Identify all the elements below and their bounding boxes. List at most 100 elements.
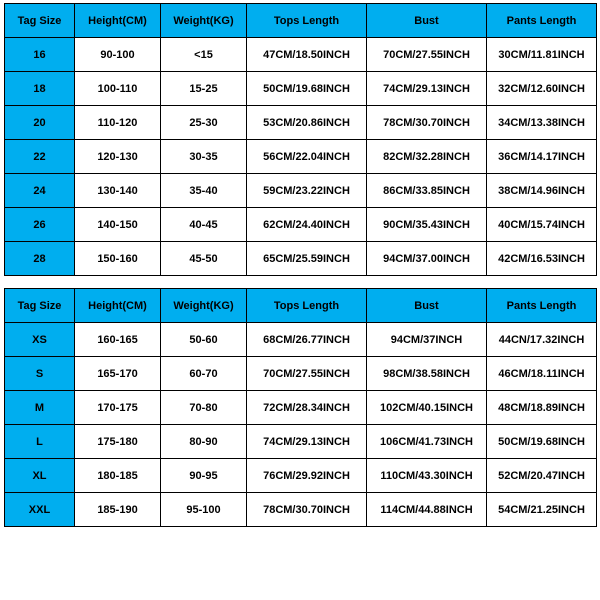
cell-tag-size: 18 xyxy=(5,72,75,106)
table-kids: Tag Size Height(CM) Weight(KG) Tops Leng… xyxy=(4,3,597,276)
cell-value: 98CM/38.58INCH xyxy=(367,357,487,391)
col-pants-length: Pants Length xyxy=(487,4,597,38)
col-pants-length: Pants Length xyxy=(487,289,597,323)
cell-value: 72CM/28.34INCH xyxy=(247,391,367,425)
cell-value: 15-25 xyxy=(161,72,247,106)
cell-value: 90-95 xyxy=(161,459,247,493)
cell-value: 70CM/27.55INCH xyxy=(247,357,367,391)
cell-value: 82CM/32.28INCH xyxy=(367,140,487,174)
cell-tag-size: 16 xyxy=(5,38,75,72)
cell-value: 30CM/11.81INCH xyxy=(487,38,597,72)
cell-value: 86CM/33.85INCH xyxy=(367,174,487,208)
cell-value: 130-140 xyxy=(75,174,161,208)
cell-value: 150-160 xyxy=(75,242,161,276)
cell-value: 78CM/30.70INCH xyxy=(247,493,367,527)
table-row: 28150-16045-5065CM/25.59INCH94CM/37.00IN… xyxy=(5,242,597,276)
cell-value: 52CM/20.47INCH xyxy=(487,459,597,493)
cell-tag-size: M xyxy=(5,391,75,425)
table-row: M170-17570-8072CM/28.34INCH102CM/40.15IN… xyxy=(5,391,597,425)
col-bust: Bust xyxy=(367,289,487,323)
cell-value: 102CM/40.15INCH xyxy=(367,391,487,425)
cell-value: 40-45 xyxy=(161,208,247,242)
cell-tag-size: S xyxy=(5,357,75,391)
cell-tag-size: XS xyxy=(5,323,75,357)
cell-value: 110CM/43.30INCH xyxy=(367,459,487,493)
cell-value: 40CM/15.74INCH xyxy=(487,208,597,242)
col-tag-size: Tag Size xyxy=(5,289,75,323)
cell-value: 50CM/19.68INCH xyxy=(487,425,597,459)
cell-value: 180-185 xyxy=(75,459,161,493)
table-row: XL180-18590-9576CM/29.92INCH110CM/43.30I… xyxy=(5,459,597,493)
cell-value: 185-190 xyxy=(75,493,161,527)
cell-value: 100-110 xyxy=(75,72,161,106)
cell-value: 45-50 xyxy=(161,242,247,276)
cell-value: 90CM/35.43INCH xyxy=(367,208,487,242)
size-table-kids: Tag Size Height(CM) Weight(KG) Tops Leng… xyxy=(4,3,596,276)
table-row: 22120-13030-3556CM/22.04INCH82CM/32.28IN… xyxy=(5,140,597,174)
col-tag-size: Tag Size xyxy=(5,4,75,38)
cell-value: 68CM/26.77INCH xyxy=(247,323,367,357)
cell-value: 90-100 xyxy=(75,38,161,72)
cell-value: 74CM/29.13INCH xyxy=(247,425,367,459)
cell-value: 120-130 xyxy=(75,140,161,174)
col-weight: Weight(KG) xyxy=(161,4,247,38)
table-header-row: Tag Size Height(CM) Weight(KG) Tops Leng… xyxy=(5,4,597,38)
table-row: 1690-100<1547CM/18.50INCH70CM/27.55INCH3… xyxy=(5,38,597,72)
cell-value: 76CM/29.92INCH xyxy=(247,459,367,493)
table-adult: Tag Size Height(CM) Weight(KG) Tops Leng… xyxy=(4,288,597,527)
cell-value: 62CM/24.40INCH xyxy=(247,208,367,242)
cell-value: 106CM/41.73INCH xyxy=(367,425,487,459)
cell-value: 140-150 xyxy=(75,208,161,242)
cell-value: 34CM/13.38INCH xyxy=(487,106,597,140)
cell-tag-size: 26 xyxy=(5,208,75,242)
cell-value: 114CM/44.88INCH xyxy=(367,493,487,527)
cell-value: 160-165 xyxy=(75,323,161,357)
cell-tag-size: 24 xyxy=(5,174,75,208)
cell-value: 48CM/18.89INCH xyxy=(487,391,597,425)
table-row: 18100-11015-2550CM/19.68INCH74CM/29.13IN… xyxy=(5,72,597,106)
cell-value: 94CM/37INCH xyxy=(367,323,487,357)
cell-tag-size: 22 xyxy=(5,140,75,174)
cell-value: 95-100 xyxy=(161,493,247,527)
cell-value: 25-30 xyxy=(161,106,247,140)
cell-value: 50CM/19.68INCH xyxy=(247,72,367,106)
cell-value: 38CM/14.96INCH xyxy=(487,174,597,208)
table-row: L175-18080-9074CM/29.13INCH106CM/41.73IN… xyxy=(5,425,597,459)
col-tops-length: Tops Length xyxy=(247,4,367,38)
cell-value: <15 xyxy=(161,38,247,72)
cell-value: 94CM/37.00INCH xyxy=(367,242,487,276)
col-tops-length: Tops Length xyxy=(247,289,367,323)
cell-value: 78CM/30.70INCH xyxy=(367,106,487,140)
cell-tag-size: 28 xyxy=(5,242,75,276)
col-height: Height(CM) xyxy=(75,289,161,323)
cell-value: 35-40 xyxy=(161,174,247,208)
cell-value: 50-60 xyxy=(161,323,247,357)
cell-value: 60-70 xyxy=(161,357,247,391)
cell-value: 56CM/22.04INCH xyxy=(247,140,367,174)
table-row: 20110-12025-3053CM/20.86INCH78CM/30.70IN… xyxy=(5,106,597,140)
cell-value: 70-80 xyxy=(161,391,247,425)
cell-value: 110-120 xyxy=(75,106,161,140)
table-row: 24130-14035-4059CM/23.22INCH86CM/33.85IN… xyxy=(5,174,597,208)
cell-value: 70CM/27.55INCH xyxy=(367,38,487,72)
table-header-row: Tag Size Height(CM) Weight(KG) Tops Leng… xyxy=(5,289,597,323)
col-bust: Bust xyxy=(367,4,487,38)
cell-value: 30-35 xyxy=(161,140,247,174)
size-table-adult: Tag Size Height(CM) Weight(KG) Tops Leng… xyxy=(4,288,596,527)
cell-tag-size: 20 xyxy=(5,106,75,140)
cell-tag-size: XL xyxy=(5,459,75,493)
cell-value: 170-175 xyxy=(75,391,161,425)
cell-value: 47CM/18.50INCH xyxy=(247,38,367,72)
table-row: XS160-16550-6068CM/26.77INCH94CM/37INCH4… xyxy=(5,323,597,357)
cell-value: 80-90 xyxy=(161,425,247,459)
cell-value: 59CM/23.22INCH xyxy=(247,174,367,208)
table-row: 26140-15040-4562CM/24.40INCH90CM/35.43IN… xyxy=(5,208,597,242)
cell-tag-size: L xyxy=(5,425,75,459)
cell-value: 44CN/17.32INCH xyxy=(487,323,597,357)
table-row: S165-17060-7070CM/27.55INCH98CM/38.58INC… xyxy=(5,357,597,391)
cell-value: 36CM/14.17INCH xyxy=(487,140,597,174)
cell-value: 65CM/25.59INCH xyxy=(247,242,367,276)
cell-value: 74CM/29.13INCH xyxy=(367,72,487,106)
cell-tag-size: XXL xyxy=(5,493,75,527)
cell-value: 46CM/18.11INCH xyxy=(487,357,597,391)
